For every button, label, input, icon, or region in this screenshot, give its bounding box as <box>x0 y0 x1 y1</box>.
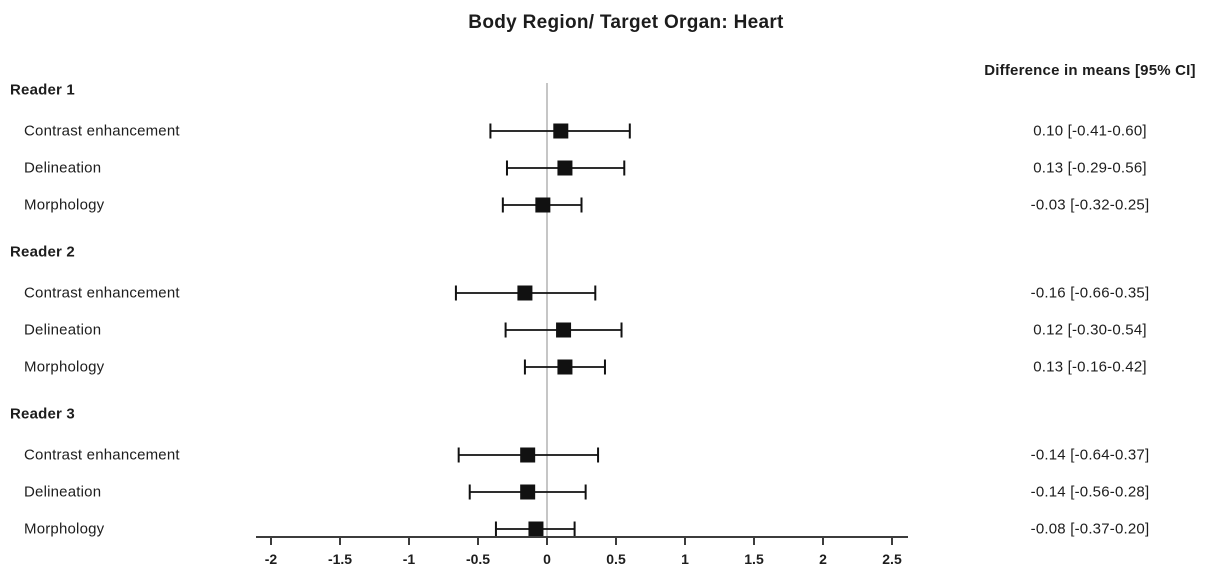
row-label: Contrast enhancement <box>24 285 180 302</box>
row-label: Morphology <box>24 359 105 376</box>
x-axis-tick-label: -1.5 <box>328 551 352 567</box>
value-label: -0.08 [-0.37-0.20] <box>1031 521 1150 538</box>
chart-title: Body Region/ Target Organ: Heart <box>468 12 784 33</box>
x-axis-tick-label: 0 <box>543 551 551 567</box>
value-label: 0.13 [-0.29-0.56] <box>1033 160 1146 177</box>
row-label: Contrast enhancement <box>24 123 180 140</box>
mean-marker <box>553 123 569 139</box>
x-axis-tick-label: 1 <box>681 551 689 567</box>
row-label: Morphology <box>24 197 105 214</box>
value-label: 0.12 [-0.30-0.54] <box>1033 322 1146 339</box>
group-label: Reader 1 <box>10 82 75 99</box>
x-axis-tick-label: 2.5 <box>882 551 902 567</box>
x-axis-tick-label: -0.5 <box>466 551 490 567</box>
value-label: 0.13 [-0.16-0.42] <box>1033 359 1146 376</box>
row-label: Delineation <box>24 484 101 501</box>
mean-marker <box>520 484 536 500</box>
value-label: -0.14 [-0.64-0.37] <box>1031 447 1150 464</box>
x-axis-tick-label: 1.5 <box>744 551 764 567</box>
mean-marker <box>520 447 536 463</box>
mean-marker <box>557 359 573 375</box>
value-label: -0.14 [-0.56-0.28] <box>1031 484 1150 501</box>
x-axis-tick-label: -2 <box>265 551 278 567</box>
mean-marker <box>535 197 551 213</box>
mean-marker <box>556 322 572 338</box>
x-axis-tick-label: -1 <box>403 551 416 567</box>
ci-column-header: Difference in means [95% CI] <box>984 62 1196 79</box>
group-label: Reader 3 <box>10 406 75 423</box>
mean-marker <box>557 160 573 176</box>
group-label: Reader 2 <box>10 244 75 261</box>
mean-marker <box>528 521 544 537</box>
row-label: Delineation <box>24 322 101 339</box>
x-axis-tick-label: 0.5 <box>606 551 626 567</box>
value-label: -0.16 [-0.66-0.35] <box>1031 285 1150 302</box>
row-label: Morphology <box>24 521 105 538</box>
x-axis-tick-label: 2 <box>819 551 827 567</box>
mean-marker <box>517 285 533 301</box>
value-label: -0.03 [-0.32-0.25] <box>1031 197 1150 214</box>
value-label: 0.10 [-0.41-0.60] <box>1033 123 1146 140</box>
row-label: Delineation <box>24 160 101 177</box>
row-label: Contrast enhancement <box>24 447 180 464</box>
